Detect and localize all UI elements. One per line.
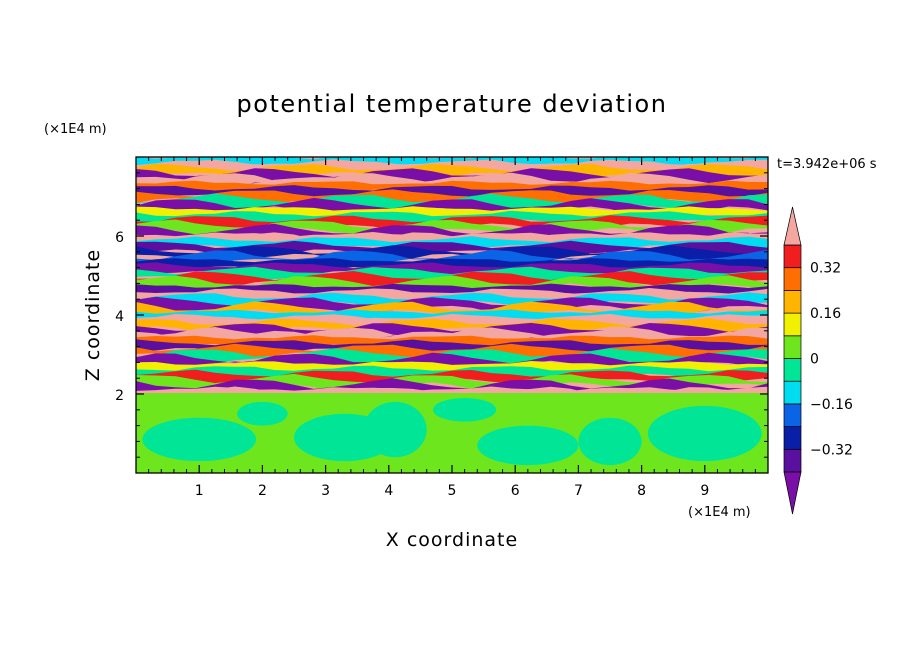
colorbar-segment (783, 380, 802, 405)
colorbar-segment (783, 403, 802, 427)
x-axis-label: X coordinate (386, 529, 518, 551)
colorbar-segment (783, 358, 802, 382)
colorbar-segment (783, 312, 802, 337)
temperature-band (136, 373, 768, 391)
plot-area (136, 157, 768, 473)
y-tick-label: 4 (115, 309, 124, 325)
temperature-band (136, 223, 768, 243)
y-tick-label: 6 (115, 230, 124, 246)
temperature-bands (136, 157, 768, 400)
colorbar: 0.32 0.16 0 −0.16 −0.32 (783, 206, 853, 515)
colorbar-max-extension (783, 206, 802, 246)
eddy-region (477, 425, 579, 466)
eddy-region (237, 401, 288, 426)
colorbar-segment (783, 244, 802, 269)
eddy-region (363, 401, 427, 458)
colorbar-tick-label: 0.32 (810, 261, 841, 277)
time-label: t=3.942e+06 s (777, 157, 877, 172)
temperature-band (136, 197, 768, 217)
colorbar-segment (783, 335, 802, 359)
temperature-band (136, 266, 768, 283)
temperature-band (136, 189, 768, 205)
temperature-band (136, 271, 768, 289)
colorbar-tick-label: 0 (810, 352, 819, 368)
temperature-band (136, 318, 768, 334)
colorbar-segment (783, 448, 802, 473)
x-tick-label: 3 (321, 483, 330, 499)
y-tick-label: 2 (115, 388, 124, 404)
x-unit-label: (×1E4 m) (688, 505, 751, 520)
temperature-band (136, 245, 768, 263)
colorbar-tick-label: −0.32 (810, 442, 853, 458)
colorbar-tick-label: −0.16 (810, 397, 853, 413)
eddy-region (433, 397, 497, 422)
x-tick-label: 7 (574, 483, 583, 499)
x-tick-label: 2 (258, 483, 267, 499)
colorbar-segment (783, 290, 802, 314)
x-tick-label: 4 (384, 483, 393, 499)
temperature-band (136, 219, 768, 237)
colorbar-segment (783, 267, 802, 291)
x-tick-label: 1 (195, 483, 204, 499)
eddy-region (647, 405, 762, 462)
eddy-region (578, 417, 642, 466)
axes: 1 2 3 4 5 6 7 8 9 2 4 6 (115, 157, 768, 499)
chart-title: potential temperature deviation (237, 90, 668, 118)
lower-layer-eddies (142, 397, 762, 466)
x-tick-label: 5 (448, 483, 457, 499)
colorbar-segment (783, 426, 802, 450)
y-axis-label: Z coordinate (82, 249, 104, 381)
colorbar-min-extension (783, 471, 802, 515)
temperature-band (136, 322, 768, 340)
x-tick-label: 8 (637, 483, 646, 499)
x-tick-label: 6 (511, 483, 520, 499)
eddy-region (142, 417, 257, 462)
x-tick-label: 9 (700, 483, 709, 499)
y-unit-label: (×1E4 m) (44, 122, 107, 137)
colorbar-tick-label: 0.16 (810, 306, 841, 322)
temperature-band (136, 296, 768, 314)
temperature-band (136, 168, 768, 186)
